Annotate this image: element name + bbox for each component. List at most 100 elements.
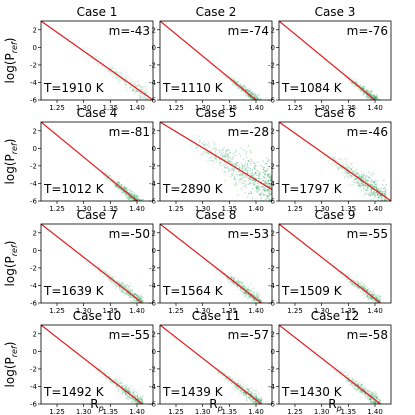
data-point xyxy=(105,377,107,379)
data-point xyxy=(233,278,235,280)
data-point xyxy=(363,286,366,288)
x-tick-label: 1.30 xyxy=(314,104,330,112)
data-point xyxy=(346,171,349,174)
data-point xyxy=(262,180,264,182)
data-point xyxy=(122,290,124,292)
data-point xyxy=(230,382,233,384)
data-point xyxy=(141,300,143,302)
data-point xyxy=(139,86,142,88)
data-point xyxy=(352,277,355,280)
y-tick-label: 2 xyxy=(33,127,37,135)
data-point xyxy=(128,294,131,296)
data-point xyxy=(225,73,227,75)
data-point xyxy=(370,94,372,97)
data-point xyxy=(243,388,245,391)
data-point xyxy=(226,272,228,274)
data-point xyxy=(136,391,138,393)
data-point xyxy=(123,291,125,293)
data-point xyxy=(110,280,112,282)
data-point xyxy=(351,283,353,286)
data-point xyxy=(238,385,240,387)
data-point xyxy=(244,290,246,292)
data-point xyxy=(243,182,245,185)
data-point xyxy=(127,391,129,393)
data-point xyxy=(366,294,368,296)
data-point xyxy=(237,86,239,88)
data-point xyxy=(235,385,237,387)
data-point xyxy=(263,182,265,184)
data-point xyxy=(362,93,364,96)
data-point xyxy=(333,159,336,161)
data-point xyxy=(365,94,368,96)
data-point xyxy=(247,396,249,398)
data-point xyxy=(134,293,136,296)
data-point xyxy=(373,95,375,97)
data-point xyxy=(235,386,237,388)
data-point xyxy=(235,82,237,84)
data-point xyxy=(244,291,246,293)
data-point xyxy=(259,186,261,188)
data-point xyxy=(249,96,252,98)
data-point xyxy=(341,167,343,169)
data-point xyxy=(104,271,106,273)
data-point xyxy=(362,190,365,192)
data-point xyxy=(137,199,139,201)
data-point xyxy=(115,383,117,386)
data-point xyxy=(125,393,128,395)
data-point xyxy=(127,194,129,196)
data-point xyxy=(139,200,141,201)
data-point xyxy=(142,300,144,302)
data-point xyxy=(361,285,363,288)
data-point xyxy=(367,182,369,184)
data-point xyxy=(253,183,255,185)
data-point xyxy=(267,160,269,163)
data-point xyxy=(88,60,90,63)
data-point xyxy=(140,398,142,401)
data-point xyxy=(358,87,360,89)
data-point xyxy=(133,293,135,295)
data-point xyxy=(269,193,271,195)
data-point xyxy=(118,184,120,186)
data-point xyxy=(115,184,117,187)
data-point xyxy=(351,83,353,85)
data-point xyxy=(252,92,255,94)
data-point xyxy=(119,287,121,289)
data-point xyxy=(97,265,99,267)
data-point xyxy=(350,280,352,283)
data-point xyxy=(123,80,125,82)
data-point xyxy=(384,194,387,196)
panel-title: Case 2 xyxy=(196,5,237,19)
data-point xyxy=(266,189,268,191)
data-point xyxy=(249,95,251,97)
data-point xyxy=(105,377,107,379)
data-point xyxy=(134,395,137,397)
data-point xyxy=(346,172,348,174)
data-point xyxy=(239,88,241,90)
data-point xyxy=(140,93,143,95)
data-point xyxy=(251,182,253,184)
data-point xyxy=(141,97,143,99)
data-point xyxy=(374,192,376,195)
data-point xyxy=(141,399,144,401)
data-point xyxy=(364,184,367,186)
data-point xyxy=(218,160,220,162)
data-point xyxy=(128,87,130,89)
data-point xyxy=(255,165,257,167)
data-point xyxy=(113,282,116,285)
data-point xyxy=(106,275,108,277)
data-point xyxy=(375,97,377,99)
data-point xyxy=(126,292,129,294)
data-point xyxy=(139,199,141,201)
data-point xyxy=(99,369,101,371)
data-point xyxy=(342,173,344,175)
data-point xyxy=(232,277,235,279)
fit-line xyxy=(41,325,143,404)
data-point xyxy=(357,184,359,187)
data-point xyxy=(117,281,120,283)
data-point xyxy=(235,383,237,385)
data-point xyxy=(375,183,378,185)
data-point xyxy=(101,270,104,272)
data-point xyxy=(125,187,127,189)
data-point xyxy=(111,284,113,286)
data-point xyxy=(237,87,239,89)
